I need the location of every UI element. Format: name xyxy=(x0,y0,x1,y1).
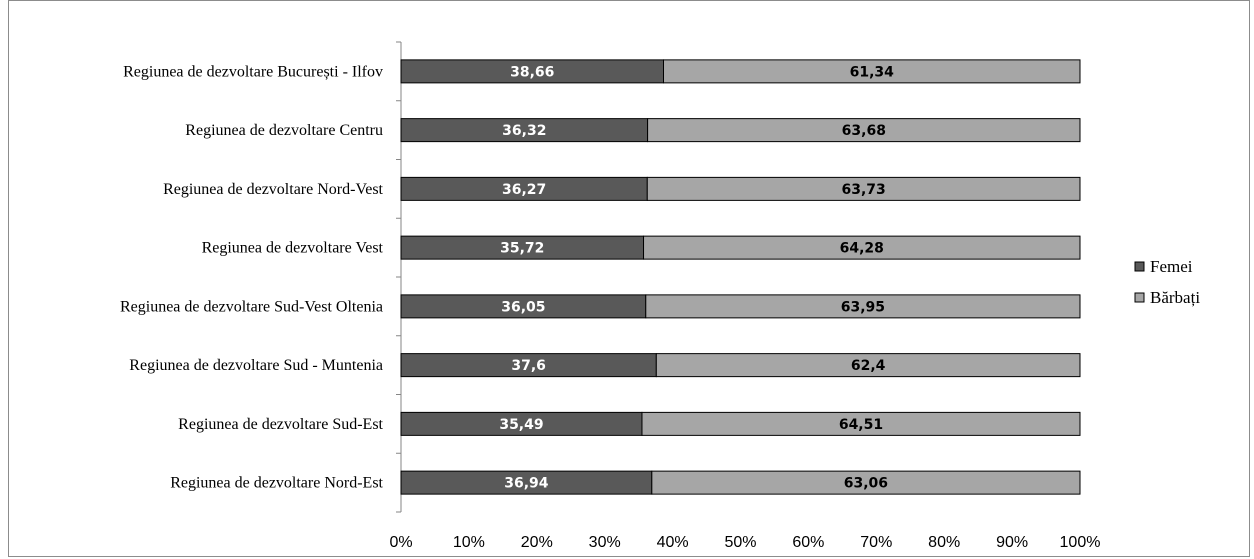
category-label: Regiunea de dezvoltare Centru xyxy=(185,122,383,139)
data-label: 36,05 xyxy=(501,299,545,315)
data-label: 38,66 xyxy=(510,64,554,80)
data-label: 63,95 xyxy=(841,299,885,315)
x-tick-label: 100% xyxy=(1060,534,1101,551)
bar-barbati xyxy=(641,411,1081,436)
bar-barbati xyxy=(655,353,1081,378)
data-label: 36,94 xyxy=(504,476,549,492)
legend-label: Femei xyxy=(1150,257,1193,276)
x-tick-label: 70% xyxy=(860,534,892,551)
data-label: 62,4 xyxy=(851,358,886,374)
data-label: 64,51 xyxy=(839,417,883,433)
data-label: 61,34 xyxy=(850,64,895,80)
bar-barbati xyxy=(643,235,1081,260)
data-label: 35,49 xyxy=(499,417,543,433)
category-label: Regiunea de dezvoltare Vest xyxy=(202,240,384,257)
data-label: 36,32 xyxy=(502,123,546,139)
x-tick-label: 10% xyxy=(453,534,485,551)
x-tick-label: 60% xyxy=(792,534,824,551)
data-label: 37,6 xyxy=(511,358,546,374)
data-label: 63,68 xyxy=(842,123,886,139)
data-label: 64,28 xyxy=(840,241,884,257)
bar-barbati xyxy=(645,294,1081,319)
x-tick-label: 90% xyxy=(996,534,1028,551)
category-label: Regiunea de dezvoltare București - Ilfov xyxy=(123,63,383,80)
legend-label: Bărbați xyxy=(1150,288,1200,307)
category-label: Regiunea de dezvoltare Sud - Muntenia xyxy=(129,357,383,374)
category-label: Regiunea de dezvoltare Nord-Est xyxy=(170,475,383,492)
x-tick-label: 50% xyxy=(724,534,756,551)
x-tick-label: 0% xyxy=(389,534,412,551)
x-tick-label: 30% xyxy=(589,534,621,551)
data-label: 36,27 xyxy=(502,182,546,198)
category-label: Regiunea de dezvoltare Nord-Vest xyxy=(163,181,383,198)
data-label: 63,73 xyxy=(841,182,885,198)
bars xyxy=(400,59,1081,495)
legend-swatch xyxy=(1134,292,1145,303)
data-label: 35,72 xyxy=(500,241,544,257)
x-tick-label: 40% xyxy=(657,534,689,551)
category-label: Regiunea de dezvoltare Sud-Est xyxy=(178,416,383,433)
category-label: Regiunea de dezvoltare Sud-Vest Oltenia xyxy=(120,298,383,315)
bar-barbati xyxy=(663,59,1081,84)
legend: Femei Bărbați xyxy=(1134,257,1200,307)
x-tick-label: 80% xyxy=(928,534,960,551)
x-tick-label: 20% xyxy=(521,534,553,551)
bar-barbati xyxy=(646,176,1081,201)
bar-barbati xyxy=(647,118,1081,143)
labels: Regiunea de dezvoltare București - Ilfov… xyxy=(120,63,894,491)
bar-barbati xyxy=(651,470,1081,495)
chart-frame xyxy=(8,0,1250,557)
data-label: 63,06 xyxy=(844,476,888,492)
legend-swatch xyxy=(1134,261,1145,272)
